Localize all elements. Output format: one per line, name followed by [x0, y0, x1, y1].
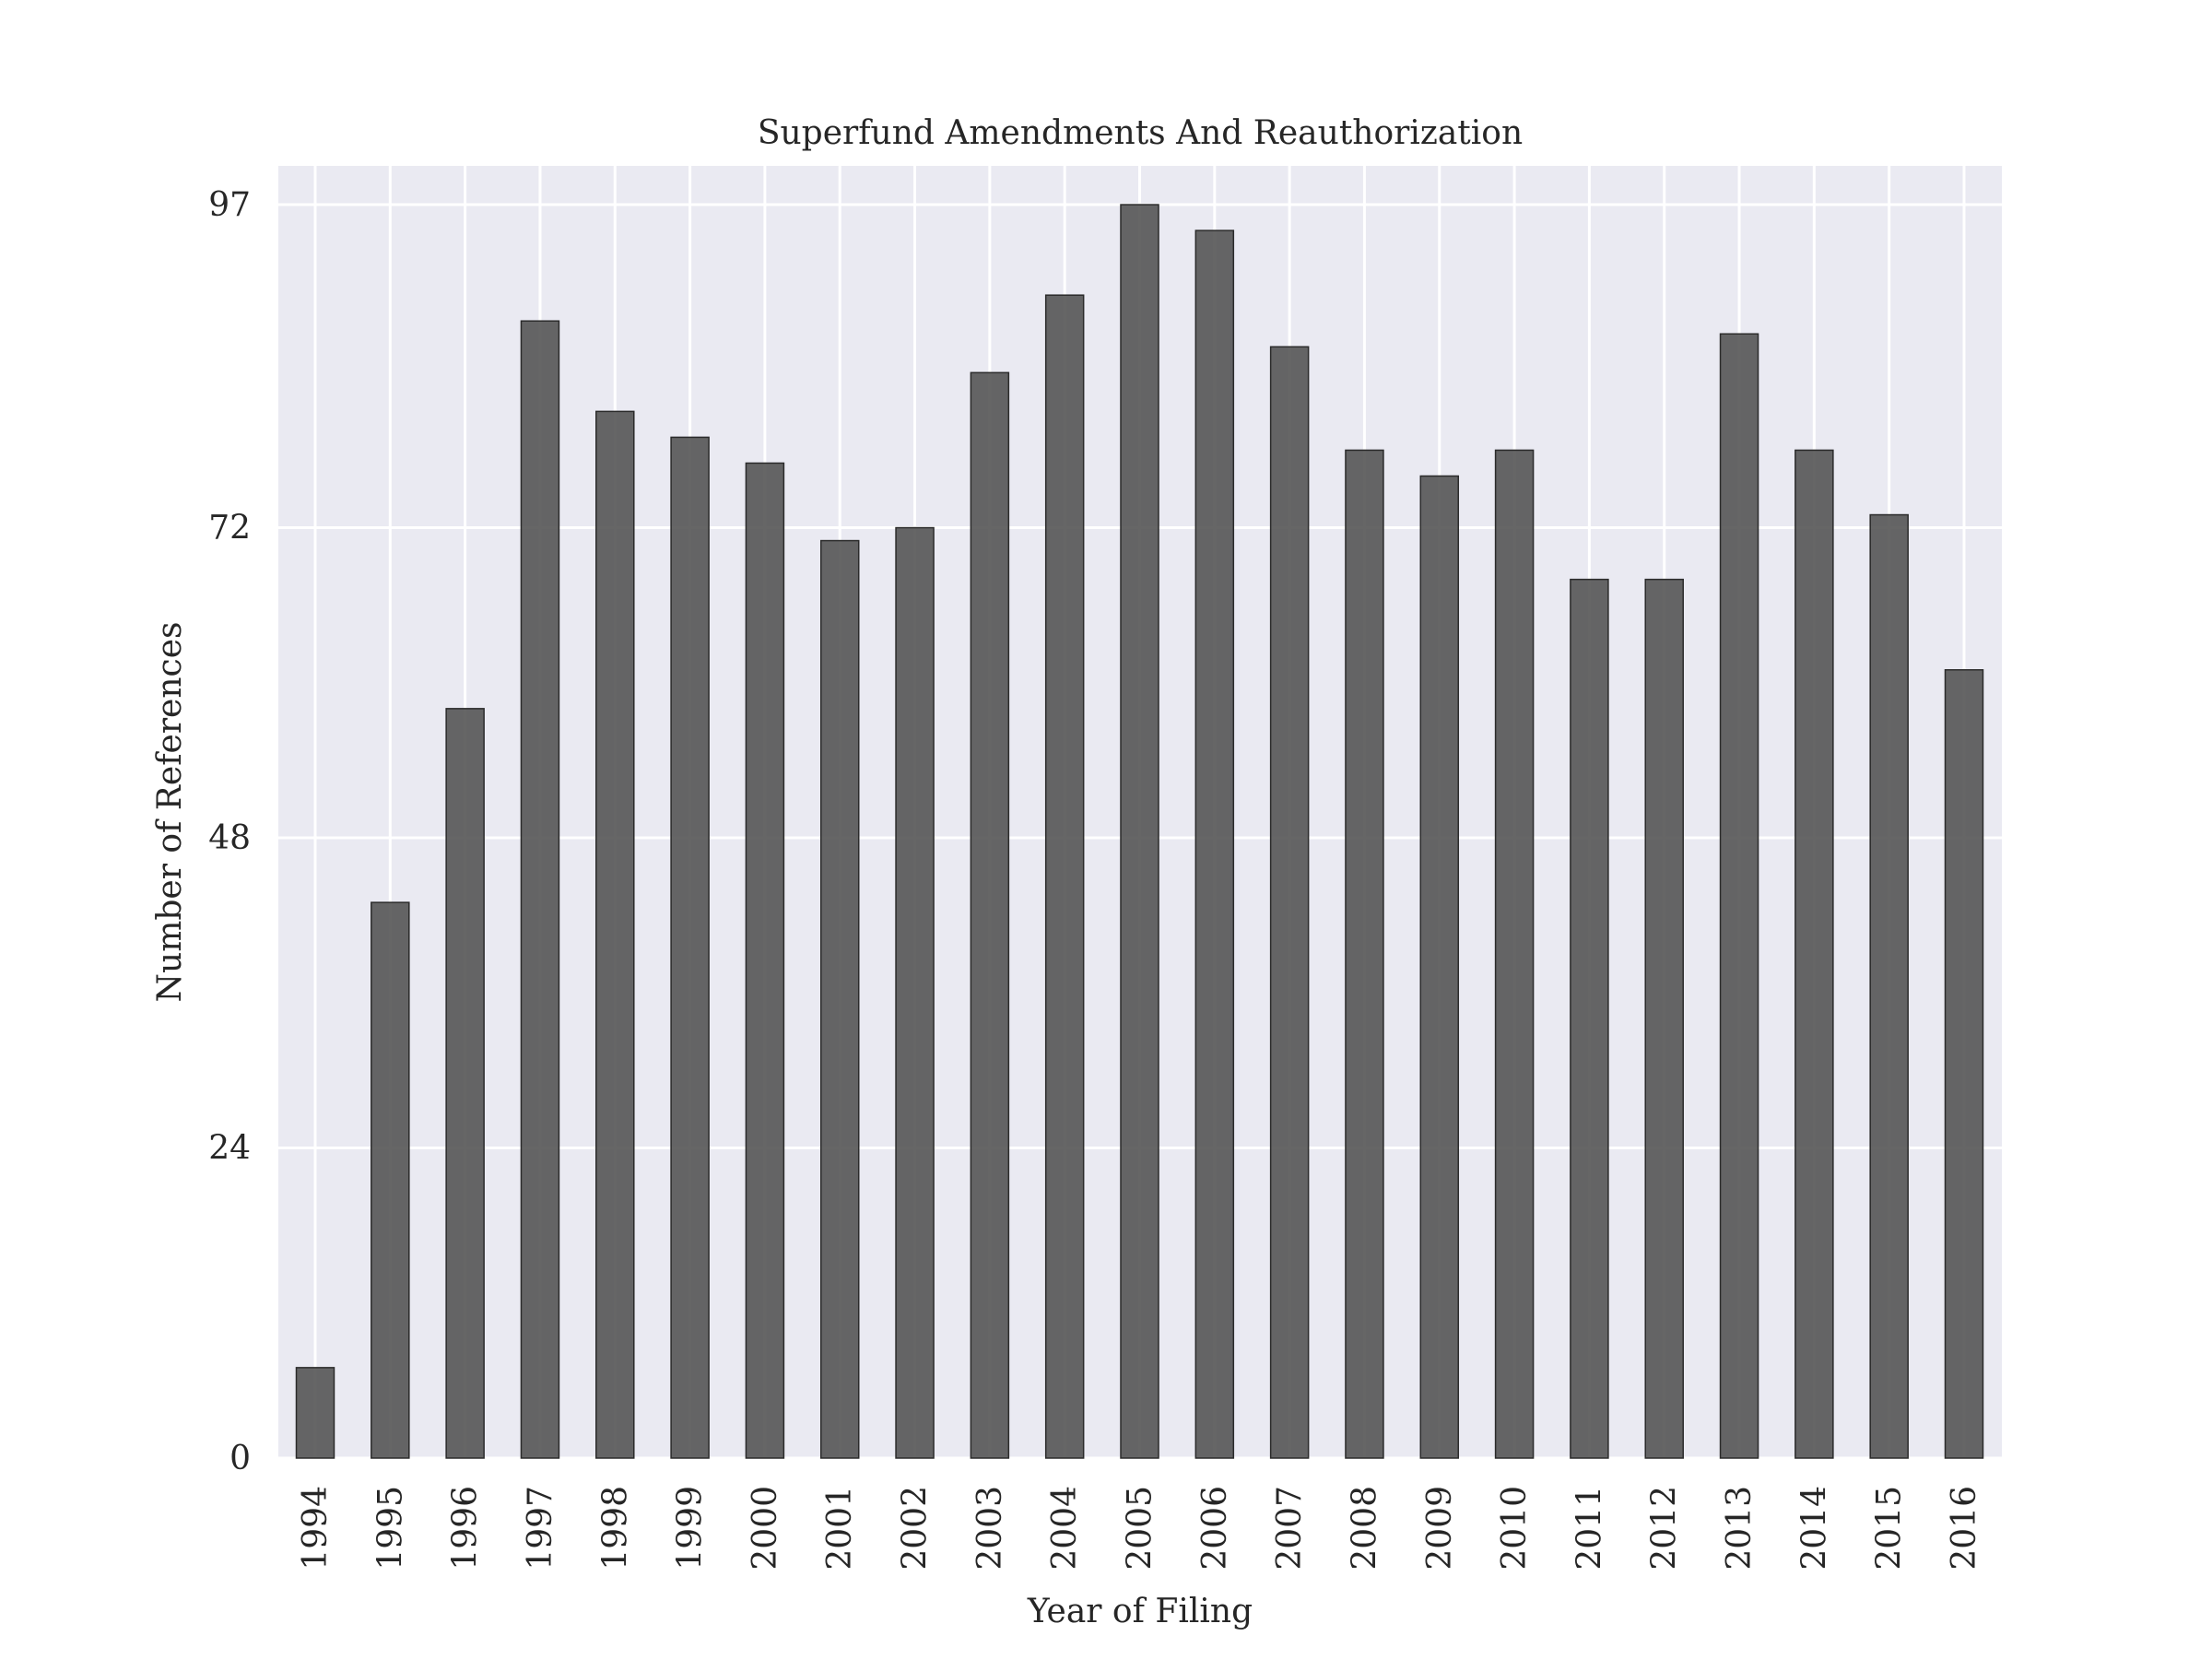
y-tick-label: 48	[208, 819, 251, 857]
bar-2003	[970, 371, 1010, 1459]
x-tick-label: 2007	[1271, 1486, 1309, 1571]
bars	[295, 204, 1984, 1459]
bar-1997	[520, 320, 560, 1459]
x-tick-label: 2011	[1571, 1486, 1608, 1571]
x-tick-label: 2008	[1346, 1486, 1383, 1571]
y-axis-label: Number of References	[151, 622, 189, 1003]
bar-2007	[1269, 346, 1310, 1459]
bar-1994	[295, 1367, 335, 1459]
x-tick-label: 1998	[596, 1486, 634, 1571]
bar-2006	[1194, 229, 1235, 1459]
bar-2011	[1570, 578, 1609, 1459]
x-tick-label: 2000	[747, 1486, 784, 1571]
x-tick-label: 2016	[1946, 1486, 1983, 1571]
y-tick-label: 0	[229, 1440, 251, 1477]
bar-2009	[1419, 475, 1460, 1459]
x-tick-label: 2009	[1421, 1486, 1459, 1571]
bar-1995	[371, 901, 410, 1459]
x-tick-label: 2003	[971, 1486, 1009, 1571]
x-tick-label: 2004	[1046, 1486, 1084, 1571]
x-tick-label: 1999	[672, 1486, 710, 1571]
bar-2016	[1944, 669, 1984, 1459]
y-tick-label: 24	[208, 1130, 251, 1168]
bar-2002	[895, 526, 935, 1459]
bar-2015	[1869, 513, 1909, 1459]
x-tick-label: 1995	[371, 1486, 409, 1571]
x-axis-ticks: 1994 1995 1996 1997 1998 1999 2000 2001 2002 2003…	[297, 1486, 1983, 1571]
bar-2000	[745, 462, 785, 1459]
bar-2012	[1644, 578, 1684, 1459]
x-tick-label: 2013	[1721, 1486, 1759, 1571]
bar-2010	[1494, 449, 1535, 1459]
chart-title: Superfund Amendments And Reauthorization	[758, 114, 1523, 152]
bar-1996	[445, 708, 485, 1459]
x-tick-label: 2006	[1196, 1486, 1234, 1571]
x-tick-label: 1994	[297, 1486, 335, 1571]
bar-2005	[1120, 204, 1159, 1459]
bar-1998	[595, 410, 635, 1459]
x-tick-label: 1997	[522, 1486, 559, 1571]
y-tick-label: 97	[208, 186, 251, 224]
bar-2014	[1794, 449, 1834, 1459]
bar-2013	[1719, 333, 1759, 1459]
x-axis-label: Year of Filing	[1027, 1593, 1253, 1630]
x-tick-label: 2010	[1496, 1486, 1534, 1571]
bar-2008	[1345, 449, 1384, 1459]
bar-1999	[670, 436, 710, 1459]
x-tick-label: 2005	[1122, 1486, 1159, 1571]
x-tick-label: 2012	[1646, 1486, 1684, 1571]
bar-2001	[819, 539, 860, 1459]
x-tick-label: 2002	[897, 1486, 935, 1571]
x-tick-label: 2014	[1795, 1486, 1833, 1571]
bar-2004	[1044, 294, 1085, 1459]
y-axis-ticks: 0 24 48 72 97	[208, 186, 251, 1477]
x-tick-label: 1996	[447, 1486, 485, 1571]
y-tick-label: 72	[208, 510, 251, 547]
x-tick-label: 2015	[1871, 1486, 1909, 1571]
x-tick-label: 2001	[821, 1486, 859, 1571]
